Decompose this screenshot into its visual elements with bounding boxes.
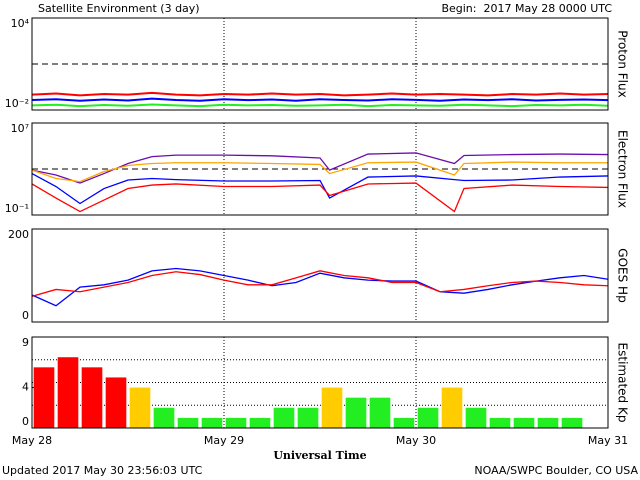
y-tick-label: 9 (22, 336, 29, 349)
y-tick-label: 0 (22, 415, 29, 428)
panel-frame (31, 17, 609, 111)
panel-frame (31, 336, 609, 429)
series-line (31, 103, 609, 108)
y-axis-label: Estimated Kp (616, 343, 630, 423)
credit: NOAA/SWPC Boulder, CO USA (474, 464, 638, 477)
kp-bar (33, 367, 55, 428)
title: Satellite Environment (3 day) (38, 2, 200, 15)
x-tick-label: May 29 (204, 434, 244, 447)
kp-bar (129, 387, 151, 428)
kp-bar (441, 387, 463, 428)
kp-bar (537, 417, 559, 428)
x-tick-label: May 31 (588, 434, 628, 447)
kp-bar (57, 357, 79, 428)
x-tick-label: May 28 (12, 434, 52, 447)
kp-bar (81, 367, 103, 428)
kp-bar (321, 387, 343, 428)
kp-bar (393, 417, 415, 428)
kp-bar (369, 397, 391, 428)
updated: Updated 2017 May 30 23:56:03 UTC (2, 464, 203, 477)
series-line (31, 161, 608, 183)
y-axis-label: GOES Hp (616, 248, 630, 302)
panel-frame (31, 228, 609, 323)
series-line (31, 270, 609, 298)
y-tick-label: 200 (8, 228, 29, 241)
kp-bar (225, 417, 247, 428)
kp-bar (201, 417, 223, 428)
kp-bar (561, 417, 583, 428)
kp-bar (417, 407, 439, 428)
series-line (31, 91, 609, 97)
begin-time: Begin: 2017 May 28 0000 UTC (441, 2, 612, 15)
y-tick-label: 10⁻² (5, 97, 29, 110)
kp-bar (345, 397, 367, 428)
kp-bar (177, 417, 199, 428)
kp-bar (249, 417, 271, 428)
kp-bar (105, 377, 127, 428)
series-line (31, 97, 609, 102)
panel-frame (31, 122, 609, 216)
y-axis-label: Electron Flux (616, 130, 630, 208)
kp-bar (513, 417, 535, 428)
y-tick-label: 10⁴ (11, 17, 30, 30)
kp-bar (297, 407, 319, 428)
y-tick-label: 0 (22, 309, 29, 322)
kp-bar (465, 407, 487, 428)
series-line (31, 267, 609, 307)
kp-bar (489, 417, 511, 428)
series-line (31, 173, 609, 205)
x-axis-label: Universal Time (273, 449, 366, 462)
kp-bar (153, 407, 175, 428)
y-tick-label: 10⁷ (11, 122, 29, 135)
y-tick-label: 4 (22, 381, 29, 394)
x-tick-label: May 30 (396, 434, 436, 447)
y-tick-label: 10⁻¹ (5, 202, 29, 215)
series-line (31, 152, 609, 184)
y-axis-label: Proton Flux (616, 30, 630, 97)
series-line (31, 182, 609, 213)
kp-bar (273, 407, 295, 428)
